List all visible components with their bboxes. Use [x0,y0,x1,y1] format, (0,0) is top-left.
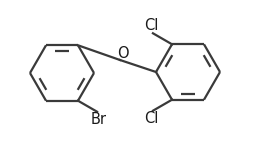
Text: Cl: Cl [144,18,158,33]
Text: Br: Br [91,112,107,127]
Text: O: O [117,46,129,62]
Text: Cl: Cl [144,111,158,126]
